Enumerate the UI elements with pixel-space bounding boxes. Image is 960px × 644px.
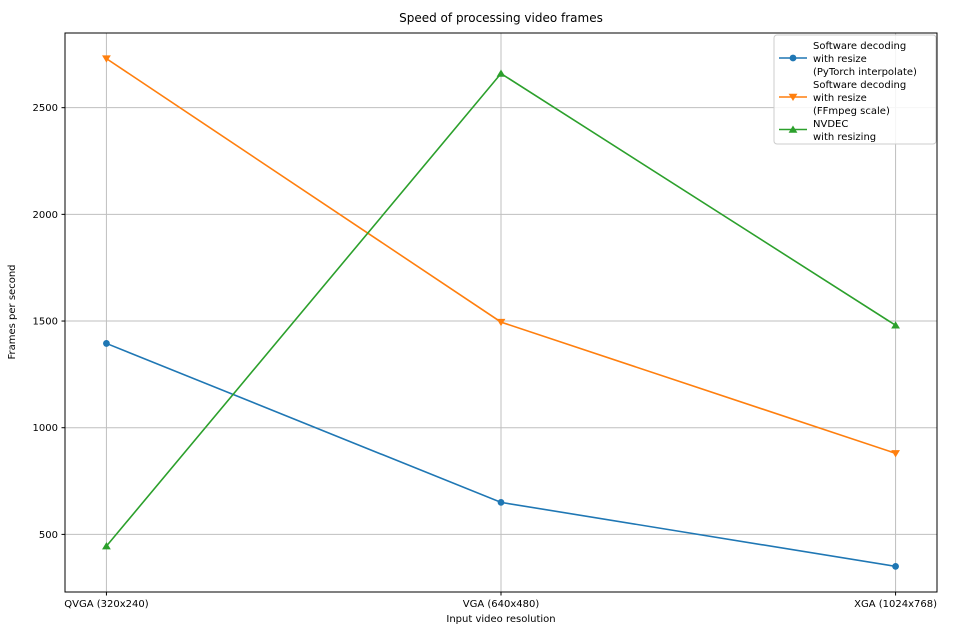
legend-label-line: NVDEC xyxy=(813,119,848,130)
legend-box xyxy=(773,34,937,145)
data-point-marker xyxy=(497,498,505,506)
data-point-marker xyxy=(103,340,110,347)
plot-border xyxy=(64,32,938,593)
axis-ticks-layer: 500 1000 1500 2000 2500 QVGA (320x240) VGA (64… xyxy=(33,103,938,610)
data-point-marker xyxy=(496,69,506,77)
x-tick-label: VGA (640x480) xyxy=(463,599,540,610)
legend-label-line: with resize xyxy=(813,54,867,65)
chart-title: Speed of processing video frames xyxy=(399,11,603,25)
data-point-marker xyxy=(892,562,899,570)
y-tick-label: 1500 xyxy=(33,317,58,328)
data-point-marker xyxy=(496,318,506,327)
x-tick-label: XGA (1024x768) xyxy=(854,599,937,610)
legend-label-line: Software decoding xyxy=(813,41,906,52)
y-tick-label: 2500 xyxy=(33,103,58,114)
legend-label-line: (PyTorch interpolate) xyxy=(813,67,917,78)
legend-label-line: (FFmpeg scale) xyxy=(813,106,890,117)
y-tick-label: 2000 xyxy=(33,210,58,221)
y-tick-label: 1000 xyxy=(33,423,58,434)
legend-marker xyxy=(789,54,797,62)
x-axis-label: Input video resolution xyxy=(446,614,555,625)
data-point-marker xyxy=(891,450,900,458)
legend-layer: Software decoding with resize (PyTorch int… xyxy=(773,34,937,145)
legend-label-line: with resize xyxy=(813,93,867,104)
x-tick-label: QVGA (320x240) xyxy=(64,599,148,610)
legend-marker xyxy=(788,93,798,101)
data-point-marker xyxy=(102,542,111,550)
data-point-marker xyxy=(891,321,900,329)
y-axis-label: Frames per second xyxy=(7,265,18,360)
y-tick-label: 500 xyxy=(39,530,58,541)
legend-marker xyxy=(788,125,798,133)
legend-label-line: Software decoding xyxy=(813,80,906,91)
legend-label-line: with resizing xyxy=(813,132,876,143)
series-layer xyxy=(102,55,900,570)
data-point-marker xyxy=(102,55,111,63)
